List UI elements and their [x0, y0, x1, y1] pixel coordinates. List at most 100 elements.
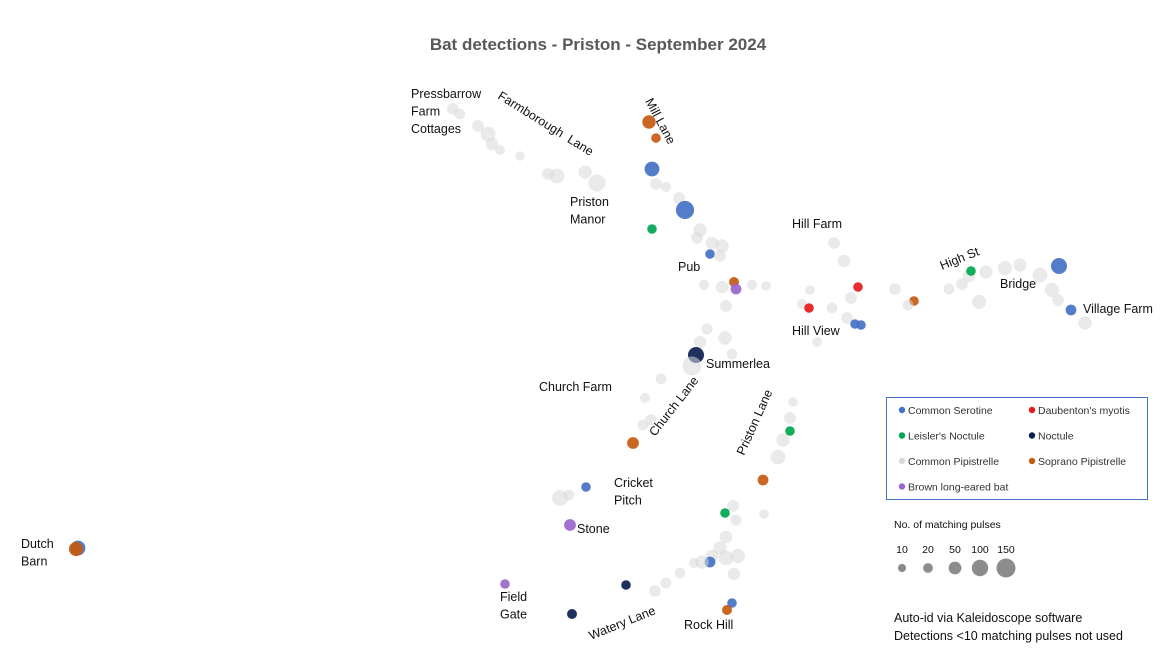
- common-pipistrelle-point: [1078, 316, 1092, 330]
- soprano-pipistrelle-point: [757, 474, 769, 486]
- common-pipistrelle-point: [837, 254, 851, 268]
- place-label-field-gate: Field Gate: [500, 590, 527, 622]
- common-pipistrelle-point: [979, 265, 993, 279]
- common-pipistrelle-point: [695, 555, 709, 569]
- common-pipistrelle-point: [805, 285, 815, 295]
- soprano-pipistrelle-point: [642, 115, 656, 129]
- common-pipistrelle-point: [705, 236, 719, 250]
- common-pipistrelle-point: [730, 514, 742, 526]
- common-pipistrelle-point: [718, 550, 734, 566]
- common-pipistrelle-point: [747, 280, 757, 290]
- common-pipistrelle-point: [1032, 267, 1048, 283]
- common-pipistrelle-point: [841, 312, 853, 324]
- size-legend-label-150: 150: [997, 544, 1015, 556]
- common-pipistrelle-point: [1052, 294, 1064, 306]
- place-label-rock-hill: Rock Hill: [684, 618, 733, 632]
- common-serotine-legend-marker: [898, 406, 906, 414]
- place-label-pub: Pub: [678, 260, 700, 274]
- brown-long-eared-bat-point: [730, 283, 742, 295]
- common-pipistrelle-point: [660, 577, 672, 589]
- common-serotine-point: [1065, 304, 1077, 316]
- common-pipistrelle-point: [943, 283, 955, 295]
- legend-box: [886, 397, 1148, 500]
- common-serotine-point: [675, 200, 695, 220]
- legend-label-soprano-pipistrelle: Soprano Pipistrelle: [1038, 456, 1126, 468]
- place-label-church-farm: Church Farm: [539, 380, 612, 394]
- common-pipistrelle-point: [454, 108, 466, 120]
- common-pipistrelle-point: [549, 168, 565, 184]
- common-serotine-point: [705, 249, 715, 259]
- common-pipistrelle-point: [673, 192, 685, 204]
- common-pipistrelle-point: [971, 294, 987, 310]
- leisler-s-noctule-legend-marker: [898, 432, 906, 439]
- common-pipistrelle-point: [485, 137, 499, 151]
- size-legend-label-100: 100: [971, 544, 989, 556]
- noctule-point: [567, 609, 577, 619]
- noctule-point: [621, 580, 631, 590]
- common-pipistrelle-point: [689, 558, 699, 568]
- notes: Auto-id via Kaleidoscope software Detecti…: [894, 611, 1123, 643]
- common-pipistrelle-point: [480, 126, 496, 142]
- place-label-church-lane: Church Lane: [646, 374, 701, 439]
- common-serotine-point: [644, 161, 660, 177]
- common-pipistrelle-point: [784, 412, 796, 424]
- place-label-village-farm: Village Farm: [1083, 302, 1153, 316]
- size-legend-label-10: 10: [896, 544, 908, 556]
- legend-label-brown-long-eared-bat: Brown long-eared bat: [908, 481, 1008, 493]
- common-serotine-point: [856, 320, 866, 330]
- place-label-stone: Stone: [577, 522, 610, 536]
- common-pipistrelle-point: [701, 323, 713, 335]
- leisler-s-noctule-point: [720, 508, 730, 518]
- place-label-hill-view: Hill View: [792, 324, 841, 338]
- daubenton-s-myotis-point: [853, 282, 863, 292]
- common-pipistrelle-point: [674, 567, 686, 579]
- common-pipistrelle-point: [828, 237, 840, 249]
- place-label-priston-lane: Priston Lane: [734, 387, 775, 457]
- size-legend-label-20: 20: [922, 544, 934, 556]
- common-pipistrelle-point: [715, 239, 729, 253]
- place-label-summerlea: Summerlea: [706, 357, 770, 371]
- common-pipistrelle-point: [720, 300, 732, 312]
- common-pipistrelle-point: [715, 280, 729, 294]
- common-pipistrelle-point: [727, 500, 739, 512]
- common-pipistrelle-point: [730, 548, 746, 564]
- legend-label-leisler-s-noctule: Leisler's Noctule: [908, 430, 985, 442]
- common-pipistrelle-point: [563, 489, 575, 501]
- common-pipistrelle-point: [691, 232, 703, 244]
- place-label-dutch-barn: Dutch Barn: [21, 537, 54, 569]
- legend-label-daubenton-s-myotis: Daubenton's myotis: [1038, 405, 1130, 417]
- size-legend-marker-150: [996, 558, 1016, 578]
- soprano-pipistrelle-legend-marker: [1028, 457, 1036, 465]
- place-label-hill-farm: Hill Farm: [792, 217, 842, 231]
- common-pipistrelle-point: [1044, 282, 1060, 298]
- common-pipistrelle-point: [472, 120, 484, 132]
- size-legend-marker-50: [948, 561, 962, 575]
- common-pipistrelle-point: [788, 397, 798, 407]
- common-pipistrelle-point: [661, 182, 671, 192]
- common-pipistrelle-point: [770, 449, 786, 465]
- common-serotine-point: [1051, 258, 1067, 274]
- soprano-pipistrelle-point: [651, 133, 661, 143]
- common-pipistrelle-point: [637, 419, 649, 431]
- leisler-s-noctule-point: [966, 266, 976, 276]
- size-legend: No. of matching pulses 10 20 50 100 150: [894, 519, 1016, 578]
- leisler-s-noctule-point: [647, 224, 657, 234]
- common-pipistrelle-point: [682, 356, 702, 376]
- chart-title: Bat detections - Priston - September 202…: [430, 35, 767, 54]
- size-legend-marker-10: [897, 563, 907, 573]
- brown-long-eared-bat-point: [500, 579, 510, 589]
- legend-label-noctule: Noctule: [1038, 430, 1074, 442]
- soprano-pipistrelle-point: [627, 437, 639, 449]
- place-label-bridge: Bridge: [1000, 277, 1036, 291]
- brown-long-eared-bat-point: [564, 519, 576, 531]
- common-pipistrelle-point: [495, 145, 505, 155]
- common-pipistrelle-point: [515, 151, 525, 161]
- common-serotine-point: [581, 482, 591, 492]
- species-legend: Common Serotine Daubenton's myotis Leisler…: [886, 397, 1148, 500]
- common-pipistrelle-point: [645, 414, 657, 426]
- size-legend-label-50: 50: [949, 544, 961, 556]
- common-pipistrelle-point: [640, 393, 650, 403]
- common-pipistrelle-point: [845, 292, 857, 304]
- common-pipistrelle-point: [714, 250, 726, 262]
